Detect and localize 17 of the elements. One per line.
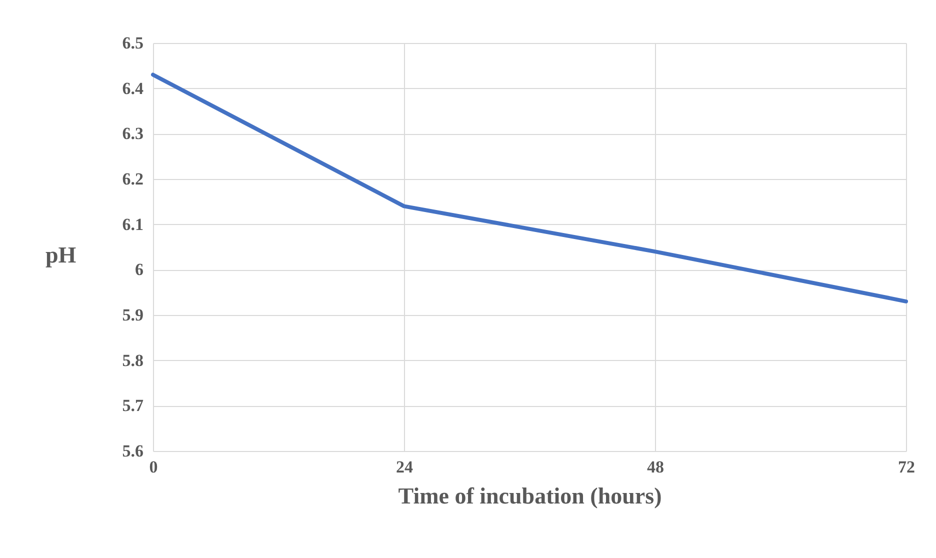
line-series — [151, 72, 908, 304]
x-tick-label: 0 — [149, 458, 158, 476]
y-tick-label: 6.1 — [122, 214, 144, 234]
y-tick-label: 6 — [135, 260, 144, 280]
y-tick-label: 6.4 — [122, 78, 144, 98]
y-tick-label: 5.8 — [122, 350, 144, 370]
y-tick-label: 5.6 — [122, 442, 144, 460]
x-axis-title: Time of incubation (hours) — [398, 484, 662, 508]
y-tick-label: 6.3 — [122, 124, 144, 144]
y-tick-label: 6.2 — [122, 170, 144, 188]
x-tick-label: 48 — [647, 458, 664, 476]
x-tick-label: 72 — [898, 458, 915, 476]
y-tick-label: 5.9 — [122, 306, 144, 324]
y-tick-label: 5.7 — [122, 396, 144, 416]
y-tick-label: 6.5 — [122, 34, 144, 52]
y-axis-title: pH — [46, 242, 76, 268]
x-tick-label: 24 — [396, 458, 414, 476]
